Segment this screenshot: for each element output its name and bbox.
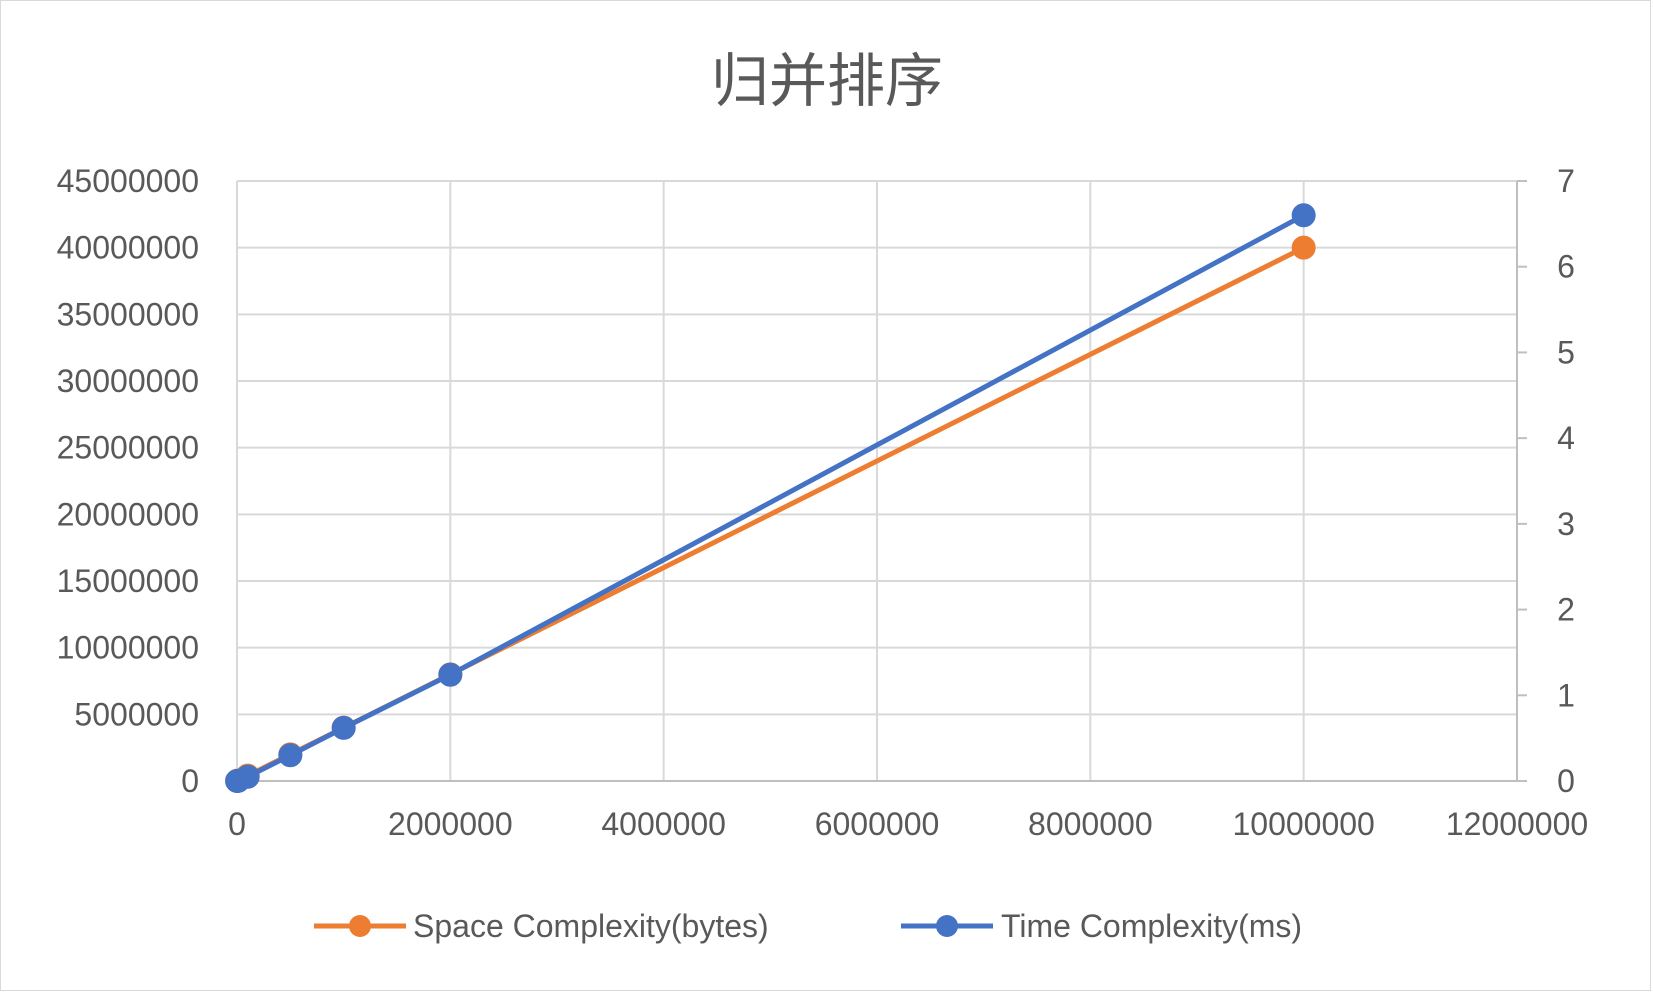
chart-title: 归并排序 — [711, 47, 943, 115]
data-point — [1291, 235, 1316, 260]
data-point — [235, 764, 260, 789]
legend-label: Space Complexity(bytes) — [413, 908, 769, 944]
data-point — [278, 743, 303, 768]
legend[interactable]: Space Complexity(bytes) Time Complexity(m… — [314, 908, 1302, 944]
x-tick-label: 0 — [228, 806, 246, 842]
legend-swatch-marker — [936, 915, 958, 937]
y2-tick-label: 5 — [1557, 334, 1575, 370]
data-point — [1291, 203, 1316, 228]
series-layer — [225, 203, 1316, 793]
legend-swatch-marker — [349, 915, 371, 937]
grid-lines — [236, 180, 1518, 782]
y2-tick-label: 4 — [1557, 420, 1575, 456]
x-tick-label: 6000000 — [815, 806, 940, 842]
x-tick-label: 4000000 — [601, 806, 726, 842]
y2-tick-label: 6 — [1557, 249, 1575, 285]
y-tick-label: 10000000 — [57, 630, 199, 666]
y2-tick-label: 1 — [1557, 677, 1575, 713]
y-tick-label: 30000000 — [57, 363, 199, 399]
y-tick-label: 15000000 — [57, 563, 199, 599]
y-tick-label: 25000000 — [57, 430, 199, 466]
y-tick-label: 5000000 — [74, 696, 199, 732]
y2-tick-label: 0 — [1557, 763, 1575, 799]
legend-item[interactable]: Time Complexity(ms) — [901, 908, 1302, 944]
data-point — [438, 662, 463, 687]
x-tick-label: 12000000 — [1446, 806, 1588, 842]
axes: 0500000010000000150000002000000025000000… — [57, 163, 1589, 842]
x-tick-label: 2000000 — [388, 806, 513, 842]
y-tick-label: 20000000 — [57, 496, 199, 532]
data-point — [331, 715, 356, 740]
legend-label: Time Complexity(ms) — [1001, 908, 1302, 944]
y-tick-label: 45000000 — [57, 163, 199, 199]
y2-tick-label: 3 — [1557, 506, 1575, 542]
series-line — [235, 213, 1305, 784]
y-tick-label: 35000000 — [57, 296, 199, 332]
x-tick-label: 10000000 — [1232, 806, 1374, 842]
series-time-complexity — [225, 203, 1316, 793]
y2-tick-label: 7 — [1557, 163, 1575, 199]
y-tick-label: 40000000 — [57, 230, 199, 266]
y2-tick-label: 2 — [1557, 592, 1575, 628]
y-tick-label: 0 — [181, 763, 199, 799]
legend-item[interactable]: Space Complexity(bytes) — [314, 908, 769, 944]
x-tick-label: 8000000 — [1028, 806, 1153, 842]
